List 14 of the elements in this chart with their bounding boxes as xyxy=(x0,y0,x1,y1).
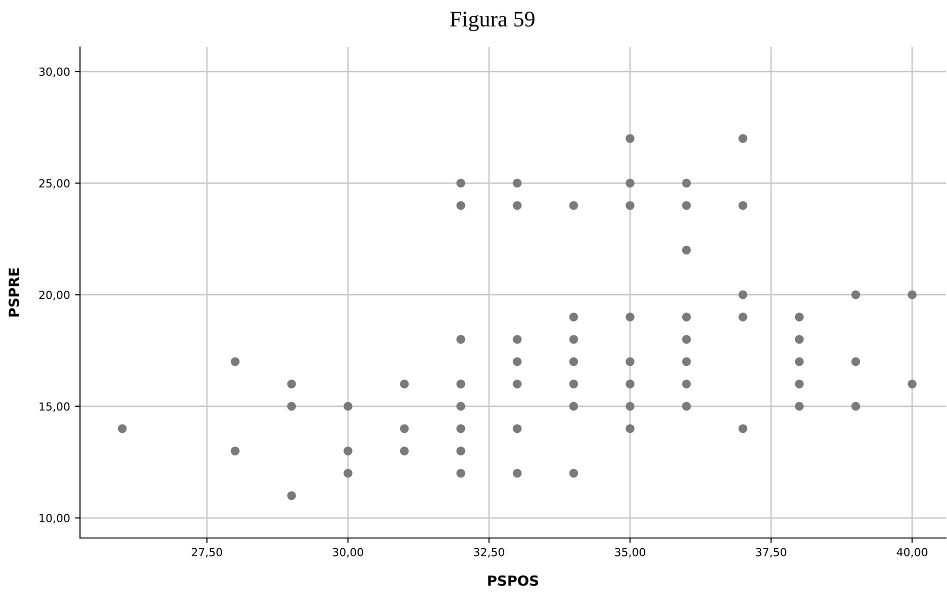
chart-title: Figura 59 xyxy=(450,12,534,32)
x-tick-label: 32,50 xyxy=(474,548,504,558)
x-tick-label: 27,50 xyxy=(192,548,222,558)
y-tick-label: 30,00 xyxy=(39,68,70,78)
x-axis-title: PSPOS xyxy=(488,575,538,586)
x-tick-label: 37,50 xyxy=(756,548,786,558)
y-tick-label: 20,00 xyxy=(39,290,70,300)
x-tick-label: 35,00 xyxy=(615,548,646,558)
y-tick-label: 25,00 xyxy=(39,179,70,189)
x-tick-label: 30,00 xyxy=(332,548,364,558)
y-tick-label: 15,00 xyxy=(40,402,70,412)
y-axis-title: PSPRE xyxy=(8,268,20,316)
y-tick-label: 10,00 xyxy=(40,514,70,524)
x-tick-label: 40,00 xyxy=(896,548,928,558)
